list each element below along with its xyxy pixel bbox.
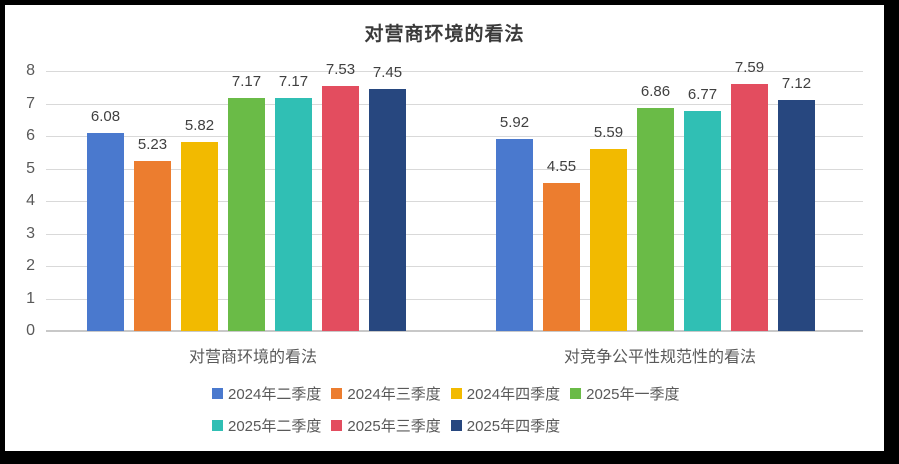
legend-item: 2025年一季度 [570, 383, 680, 404]
gridline [46, 201, 863, 202]
bar-2024年四季度-group1 [181, 141, 218, 331]
value-label: 7.59 [734, 59, 765, 77]
bar-2025年二季度-group2 [684, 110, 721, 331]
value-label: 6.86 [640, 83, 671, 101]
legend-label: 2024年四季度 [466, 386, 561, 403]
value-label: 7.17 [231, 72, 262, 90]
legend-item: 2024年二季度 [212, 383, 321, 404]
legend-row: 2025年二季度 2025年三季度 2025年四季度 [212, 416, 560, 435]
category-label: 对竞争公平性规范性的看法 [563, 349, 757, 366]
legend-label: 2025年三季度 [347, 418, 441, 435]
chart-title: 对营商环境的看法 [364, 23, 525, 45]
value-label: 6.77 [687, 85, 718, 103]
bar-2025年三季度-group1 [322, 86, 359, 331]
legend-label: 2025年一季度 [586, 386, 680, 403]
bar-2024年二季度-group1 [87, 133, 124, 331]
legend-swatch-icon [331, 388, 343, 399]
y-tick-label: 7 [26, 94, 35, 112]
value-label: 4.55 [546, 158, 577, 176]
gridline [46, 71, 863, 72]
legend-swatch-icon [450, 388, 462, 399]
gridline [46, 266, 863, 267]
bar-2024年四季度-group2 [590, 149, 627, 331]
legend-label: 2025年四季度 [466, 418, 561, 435]
x-axis-line [46, 330, 863, 332]
bar-2025年四季度-group1 [369, 88, 406, 331]
value-label: 7.17 [278, 72, 309, 90]
gridline [46, 298, 863, 300]
legend-item: 2025年四季度 [450, 415, 561, 436]
value-label: 5.82 [184, 116, 215, 134]
legend-label: 2024年三季度 [347, 386, 441, 403]
chart-area: 对营商环境的看法 2024年二季度 2024年三季度 2024年四季度 2025年一季… [5, 5, 884, 451]
legend-swatch-icon [450, 420, 462, 431]
y-tick-label: 0 [26, 322, 35, 339]
bar-2025年四季度-group2 [778, 99, 815, 331]
y-tick-label: 8 [26, 62, 35, 79]
legend-item: 2025年三季度 [331, 415, 441, 436]
value-label: 7.45 [372, 63, 403, 81]
y-tick-label: 6 [26, 127, 35, 144]
gridline [46, 103, 863, 105]
value-label: 5.92 [499, 113, 530, 131]
bar-2025年一季度-group2 [637, 108, 674, 331]
legend-item: 2024年四季度 [450, 383, 561, 404]
bar-2024年三季度-group2 [543, 183, 580, 331]
legend-swatch-icon [570, 388, 582, 399]
y-tick-label: 2 [26, 257, 35, 274]
gridline [46, 233, 863, 235]
category-label: 对营商环境的看法 [188, 349, 318, 366]
legend-label: 2025年二季度 [228, 418, 322, 435]
bar-2025年一季度-group1 [228, 97, 265, 331]
bar-2025年二季度-group1 [275, 97, 312, 331]
legend-item: 2024年三季度 [331, 383, 441, 404]
gridline [46, 168, 863, 170]
legend-item: 2025年二季度 [212, 415, 321, 436]
y-tick-label: 4 [26, 192, 35, 209]
value-label: 7.53 [325, 61, 356, 79]
value-label: 7.12 [781, 74, 812, 92]
bar-2024年二季度-group2 [496, 138, 533, 331]
value-label: 5.23 [137, 136, 168, 154]
value-label: 6.08 [90, 108, 121, 126]
bar-2024年三季度-group1 [134, 161, 171, 331]
gridline [46, 136, 863, 137]
bar-2025年三季度-group2 [731, 84, 768, 331]
legend-row: 2024年二季度 2024年三季度 2024年四季度 2025年一季度 [212, 384, 680, 403]
legend-swatch-icon [212, 420, 223, 431]
legend-swatch-icon [212, 388, 223, 399]
legend-swatch-icon [331, 420, 343, 431]
y-tick-label: 1 [26, 289, 35, 307]
chart-legend: 2024年二季度 2024年三季度 2024年四季度 2025年一季度 2025年二季度… [212, 384, 680, 448]
y-tick-label: 3 [26, 224, 35, 242]
legend-label: 2024年二季度 [228, 386, 322, 403]
y-tick-label: 5 [26, 159, 35, 177]
value-label: 5.59 [593, 124, 624, 142]
